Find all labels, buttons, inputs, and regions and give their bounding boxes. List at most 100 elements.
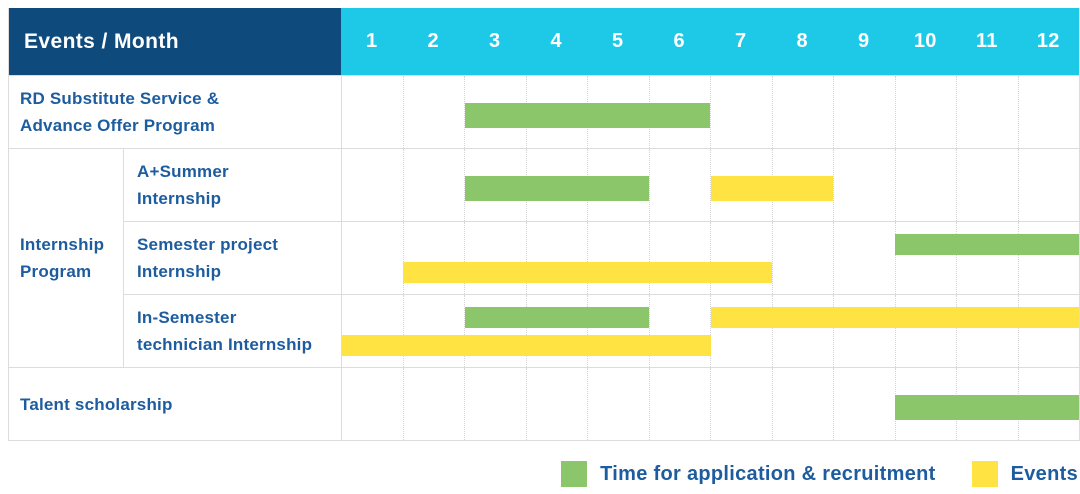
- month-grid-cell: [894, 76, 957, 148]
- gantt-bar-application: [464, 176, 650, 201]
- month-grid-cell: [402, 295, 465, 367]
- yellow-swatch-icon: [971, 461, 998, 487]
- month-grid-cell: [525, 368, 588, 440]
- row-label-line: Internship: [137, 262, 222, 281]
- legend-item-application: Time for application & recruitment: [561, 461, 935, 487]
- month-grid-cell: [710, 149, 772, 221]
- month-grid-cell: [956, 295, 1018, 367]
- row-label-line: technician Internship: [137, 335, 313, 354]
- month-grid-cell: [1017, 222, 1080, 294]
- month-grid-cell: [402, 76, 465, 148]
- row-label-line: A+Summer: [137, 162, 229, 181]
- month-grid-cell: [710, 368, 772, 440]
- month-grid-cell: [648, 222, 711, 294]
- month-grid-cell: [464, 295, 526, 367]
- row-label-line: Talent scholarship: [20, 394, 173, 414]
- month-grid-cell: [464, 149, 526, 221]
- month-header-4: 4: [550, 30, 562, 52]
- month-grid-cell: [342, 368, 403, 440]
- timeline-row-talent-scholarship: [341, 367, 1079, 440]
- row-label-semester-project-internship: Semester project Internship: [123, 221, 341, 294]
- group-label-internship-program: Internship Program: [9, 148, 123, 367]
- legend-label: Time for application & recruitment: [600, 462, 936, 485]
- month-grid-cell: [648, 295, 711, 367]
- group-label-line: Program: [20, 262, 92, 281]
- month-header-row: 1 2 3 4 5 6 7 8 9 10 11 12: [341, 8, 1079, 75]
- month-grid-cell: [525, 222, 588, 294]
- month-grid-cell: [464, 222, 526, 294]
- month-grid-cell: [956, 149, 1018, 221]
- month-grid-cell: [833, 76, 895, 148]
- gantt-bar-application: [464, 103, 711, 128]
- month-grid-cell: [833, 295, 895, 367]
- month-header-12: 12: [1036, 30, 1060, 52]
- month-grid-cell: [587, 222, 649, 294]
- month-header-5: 5: [612, 30, 624, 52]
- gantt-bar-application: [464, 307, 650, 328]
- timeline-row-rd-substitute: [341, 75, 1079, 148]
- row-label-line: RD Substitute Service &: [20, 89, 220, 108]
- month-grid-cell: [710, 222, 772, 294]
- month-header-2: 2: [427, 30, 439, 52]
- row-label-line: Advance Offer Program: [20, 116, 216, 135]
- month-grid-cell: [587, 368, 649, 440]
- chart-legend: Time for application & recruitment Event…: [561, 459, 1078, 489]
- row-label-talent-scholarship: Talent scholarship: [9, 367, 341, 440]
- month-grid-cell: [402, 368, 465, 440]
- events-month-table: Events / Month 1 2 3 4 5 6 7 8 9 10 11 12 RD Substi…: [8, 8, 1080, 441]
- month-header-10: 10: [913, 30, 937, 52]
- group-label-line: Internship: [20, 235, 105, 254]
- gantt-bar-application: [894, 395, 1079, 420]
- timeline-row-a-plus-summer-internship: [341, 148, 1079, 221]
- legend-item-events: Events: [971, 461, 1078, 487]
- month-header-6: 6: [673, 30, 685, 52]
- month-grid-cell: [525, 295, 588, 367]
- row-label-a-plus-summer-internship: A+Summer Internship: [123, 148, 341, 221]
- timeline-row-semester-project-internship: [341, 221, 1079, 294]
- legend-label: Events: [1010, 462, 1078, 485]
- month-grid-cell: [710, 76, 772, 148]
- month-grid-cell: [833, 149, 895, 221]
- month-grid-cell: [342, 76, 403, 148]
- month-grid-cell: [956, 222, 1018, 294]
- green-swatch-icon: [561, 461, 588, 487]
- month-grid-cell: [342, 149, 403, 221]
- row-label-rd-substitute: RD Substitute Service & Advance Offer Pr…: [9, 75, 341, 148]
- month-grid-cell: [833, 222, 895, 294]
- row-label-in-semester-technician-internship: In-Semester technician Internship: [123, 294, 341, 367]
- table-header-events-month: Events / Month: [9, 8, 341, 75]
- month-grid-cell: [771, 368, 834, 440]
- month-grid-cell: [894, 222, 957, 294]
- month-grid-cell: [833, 368, 895, 440]
- timeline-row-in-semester-technician-internship: [341, 294, 1079, 367]
- month-grid-cell: [342, 295, 403, 367]
- row-label-line: Internship: [137, 189, 222, 208]
- month-grid-cell: [771, 295, 834, 367]
- month-grid-cell: [464, 368, 526, 440]
- month-grid-cell: [402, 222, 465, 294]
- month-grid-cell: [464, 76, 526, 148]
- gantt-bar-events: [403, 262, 772, 283]
- gantt-bar-events: [710, 176, 834, 201]
- month-grid-cell: [342, 222, 403, 294]
- month-header-3: 3: [489, 30, 501, 52]
- month-grid-cell: [648, 149, 711, 221]
- gantt-bar-events: [342, 335, 711, 356]
- month-grid-cell: [1017, 76, 1080, 148]
- month-header-1: 1: [366, 30, 378, 52]
- month-grid-cell: [710, 295, 772, 367]
- gantt-bar-application: [894, 234, 1079, 255]
- month-grid-cell: [587, 295, 649, 367]
- month-grid-cell: [771, 76, 834, 148]
- month-grid-cell: [894, 149, 957, 221]
- month-header-11: 11: [975, 30, 998, 52]
- month-grid-cell: [956, 76, 1018, 148]
- month-grid-cell: [648, 368, 711, 440]
- month-grid-cell: [894, 295, 957, 367]
- month-header-9: 9: [858, 30, 870, 52]
- month-grid-cell: [1017, 149, 1080, 221]
- month-grid-cell: [1017, 295, 1080, 367]
- month-header-7: 7: [735, 30, 747, 52]
- month-header-8: 8: [796, 30, 808, 52]
